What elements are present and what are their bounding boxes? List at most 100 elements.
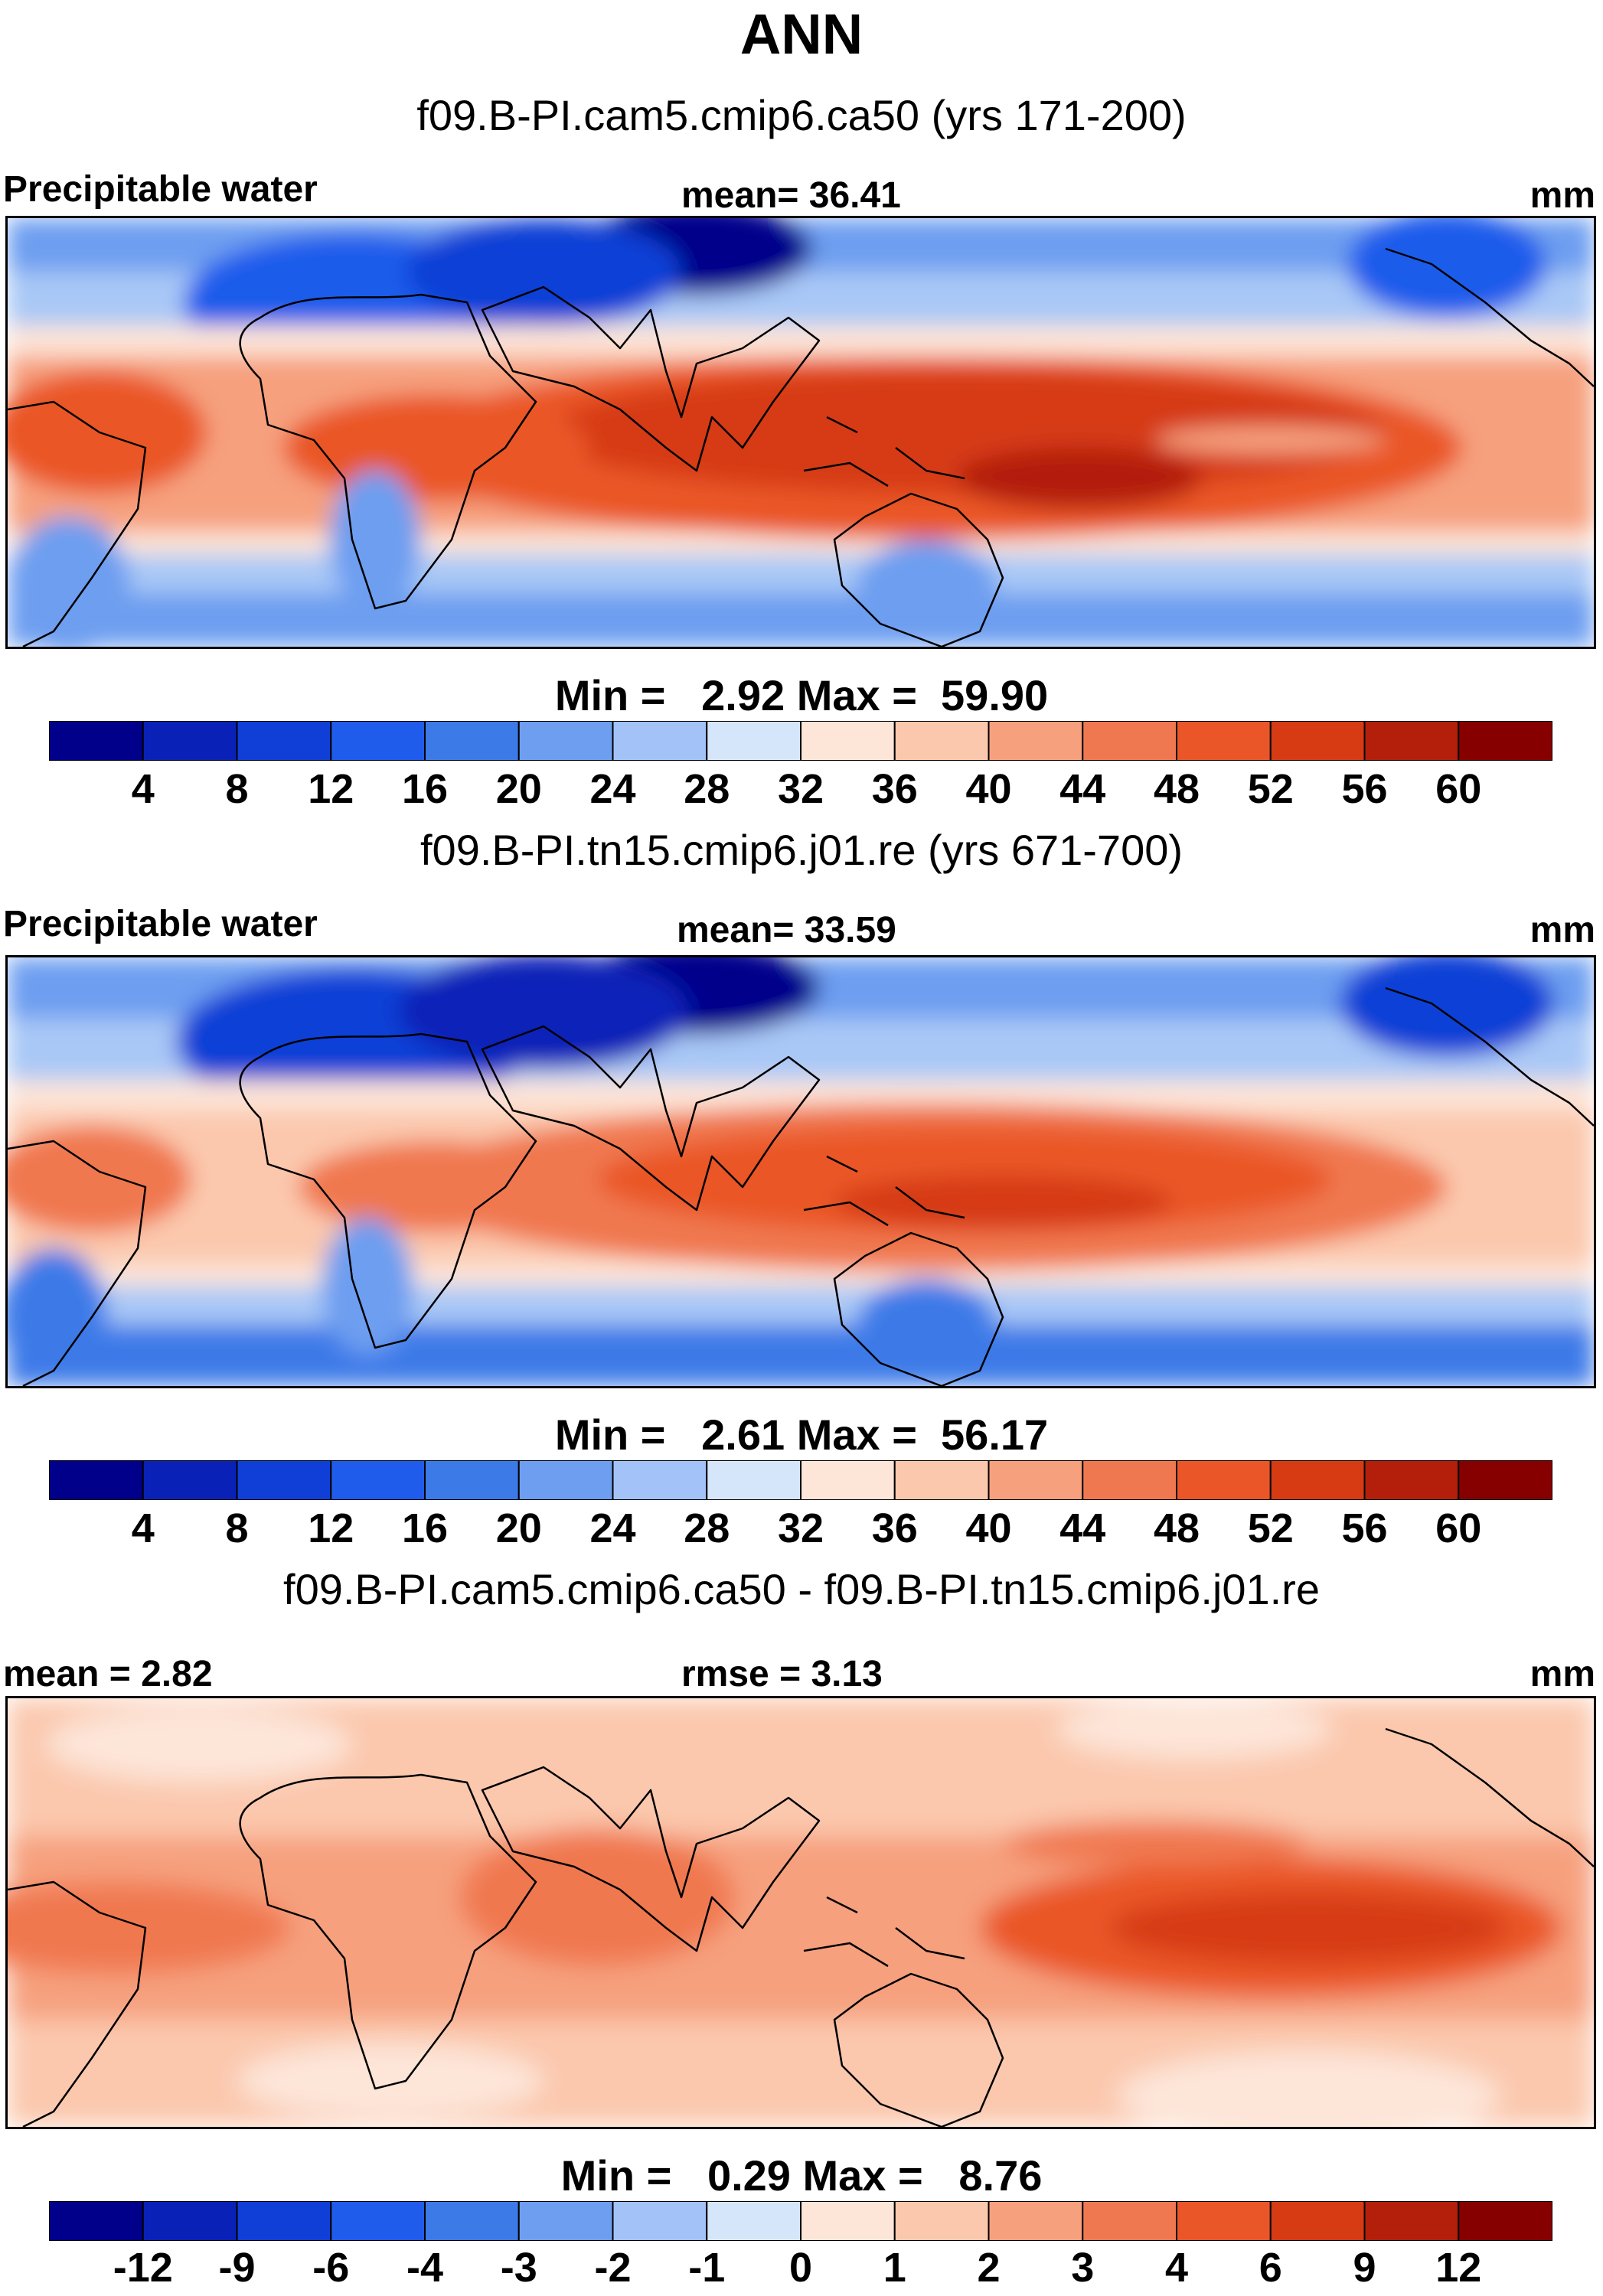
colorbar-tick-label: -4: [406, 2245, 443, 2291]
panel2-mean-label: mean= 33.59: [677, 910, 896, 951]
panel3-mean-label: mean = 2.82: [3, 1654, 213, 1694]
colorbar-swatch: [893, 2200, 990, 2242]
colorbar-swatch: [612, 1459, 708, 1501]
colorbar-swatch: [1269, 720, 1366, 762]
colorbar-swatch: [612, 720, 708, 762]
colorbar-tick-label: 48: [1153, 1505, 1200, 1551]
colorbar-swatch: [1176, 1459, 1272, 1501]
colorbar-tick-label: 24: [589, 766, 636, 812]
colorbar-tick-label: 3: [1071, 2245, 1095, 2291]
colorbar-tick-label: 32: [777, 1505, 824, 1551]
colorbar-tick-label: 16: [401, 1505, 449, 1551]
colorbar-swatch: [330, 720, 426, 762]
colorbar-swatch: [800, 1459, 896, 1501]
colorbar-swatch: [800, 720, 896, 762]
panel3-rmse-label: rmse = 3.13: [681, 1654, 883, 1694]
colorbar-swatch: [236, 1459, 332, 1501]
colorbar-tick-label: 40: [965, 1505, 1012, 1551]
colorbar-swatch: [1269, 2200, 1366, 2242]
colorbar-swatch: [48, 2200, 144, 2242]
colorbar-tick-label: 56: [1341, 1505, 1388, 1551]
figure-title: ANN: [739, 2, 864, 66]
colorbar-tick-label: 52: [1247, 1505, 1294, 1551]
colorbar-swatch: [988, 2200, 1084, 2242]
colorbar-tick-label: -1: [688, 2245, 726, 2291]
colorbar-tick-label: 40: [965, 766, 1012, 812]
colorbar-tick-label: -9: [218, 2245, 256, 2291]
colorbar-tick-label: 56: [1341, 766, 1388, 812]
panel1-units-label: mm: [1530, 175, 1595, 216]
colorbar-swatch: [236, 720, 332, 762]
panel1-colorbar: [48, 720, 1553, 762]
colorbar-swatch: [330, 1459, 426, 1501]
colorbar-tick-label: 16: [401, 766, 449, 812]
panel2-units-label: mm: [1530, 910, 1595, 951]
panel2-case-title: f09.B-PI.tn15.cmip6.j01.re (yrs 671-700): [420, 826, 1183, 874]
colorbar-swatch: [1363, 720, 1460, 762]
colorbar-swatch: [424, 2200, 520, 2242]
panel3-case-title: f09.B-PI.cam5.cmip6.ca50 - f09.B-PI.tn15…: [283, 1565, 1320, 1613]
colorbar-tick-label: 1: [883, 2245, 906, 2291]
colorbar-swatch: [142, 720, 238, 762]
colorbar-swatch: [1363, 1459, 1460, 1501]
panel1-map: [5, 216, 1596, 649]
colorbar-tick-label: 4: [131, 1505, 155, 1551]
colorbar-swatch: [330, 2200, 426, 2242]
colorbar-tick-label: 0: [788, 2245, 813, 2291]
colorbar-tick-label: 8: [225, 766, 249, 812]
colorbar-tick-label: 28: [684, 1505, 730, 1551]
panel3-min-max: Min = 0.29 Max = 8.76: [560, 2151, 1043, 2200]
panel1-colorbar-ticks: 4 8 12 16 20 24 28 32 36 40 44 48 52 56 60: [0, 765, 1603, 819]
colorbar-swatch: [142, 2200, 238, 2242]
panel1-min-max: Min = 2.92 Max = 59.90: [554, 671, 1049, 719]
panel3-units-label: mm: [1530, 1654, 1595, 1694]
colorbar-swatch: [1269, 1459, 1366, 1501]
colorbar-swatch: [1082, 720, 1177, 762]
colorbar-tick-label: 12: [308, 766, 354, 812]
colorbar-tick-label: 2: [977, 2245, 1001, 2291]
panel3-colorbar: [48, 2200, 1553, 2242]
colorbar-tick-label: 4: [131, 766, 155, 812]
colorbar-swatch: [424, 720, 520, 762]
panel3-map: [5, 1696, 1596, 2129]
colorbar-swatch: [893, 1459, 990, 1501]
colorbar-swatch: [1176, 2200, 1272, 2242]
colorbar-tick-label: 4: [1164, 2245, 1189, 2291]
colorbar-swatch: [517, 1459, 614, 1501]
colorbar-tick-label: 8: [225, 1505, 249, 1551]
colorbar-swatch: [612, 2200, 708, 2242]
colorbar-swatch: [517, 2200, 614, 2242]
colorbar-swatch: [1082, 1459, 1177, 1501]
colorbar-tick-label: 12: [1435, 2245, 1482, 2291]
colorbar-tick-label: 6: [1259, 2245, 1282, 2291]
colorbar-swatch: [424, 1459, 520, 1501]
panel1-mean-label: mean= 36.41: [681, 175, 901, 216]
colorbar-tick-label: -12: [113, 2245, 173, 2291]
colorbar-tick-label: 9: [1353, 2245, 1376, 2291]
colorbar-swatch: [706, 720, 802, 762]
colorbar-tick-label: -2: [594, 2245, 632, 2291]
colorbar-swatch: [1458, 2200, 1553, 2242]
colorbar-swatch: [236, 2200, 332, 2242]
colorbar-tick-label: 36: [871, 1505, 918, 1551]
colorbar-tick-label: 24: [589, 1505, 636, 1551]
colorbar-swatch: [1176, 720, 1272, 762]
colorbar-swatch: [706, 2200, 802, 2242]
colorbar-swatch: [1458, 1459, 1553, 1501]
panel1-case-title: f09.B-PI.cam5.cmip6.ca50 (yrs 171-200): [416, 91, 1187, 139]
panel3-colorbar-ticks: -12 -9 -6 -4 -3 -2 -1 0 1 2 3 4 6 9 12: [0, 2244, 1603, 2294]
colorbar-swatch: [1363, 2200, 1460, 2242]
colorbar-tick-label: 28: [684, 766, 730, 812]
panel2-colorbar: [48, 1459, 1553, 1501]
panel2-colorbar-ticks: 4 8 12 16 20 24 28 32 36 40 44 48 52 56 60: [0, 1505, 1603, 1558]
panel2-variable-label: Precipitable water: [3, 904, 318, 944]
colorbar-swatch: [48, 1459, 144, 1501]
colorbar-tick-label: 60: [1435, 766, 1482, 812]
colorbar-swatch: [142, 1459, 238, 1501]
colorbar-swatch: [988, 1459, 1084, 1501]
colorbar-tick-label: 20: [495, 766, 542, 812]
colorbar-tick-label: 32: [777, 766, 824, 812]
colorbar-swatch: [517, 720, 614, 762]
panel2-min-max: Min = 2.61 Max = 56.17: [554, 1411, 1049, 1459]
colorbar-swatch: [48, 720, 144, 762]
